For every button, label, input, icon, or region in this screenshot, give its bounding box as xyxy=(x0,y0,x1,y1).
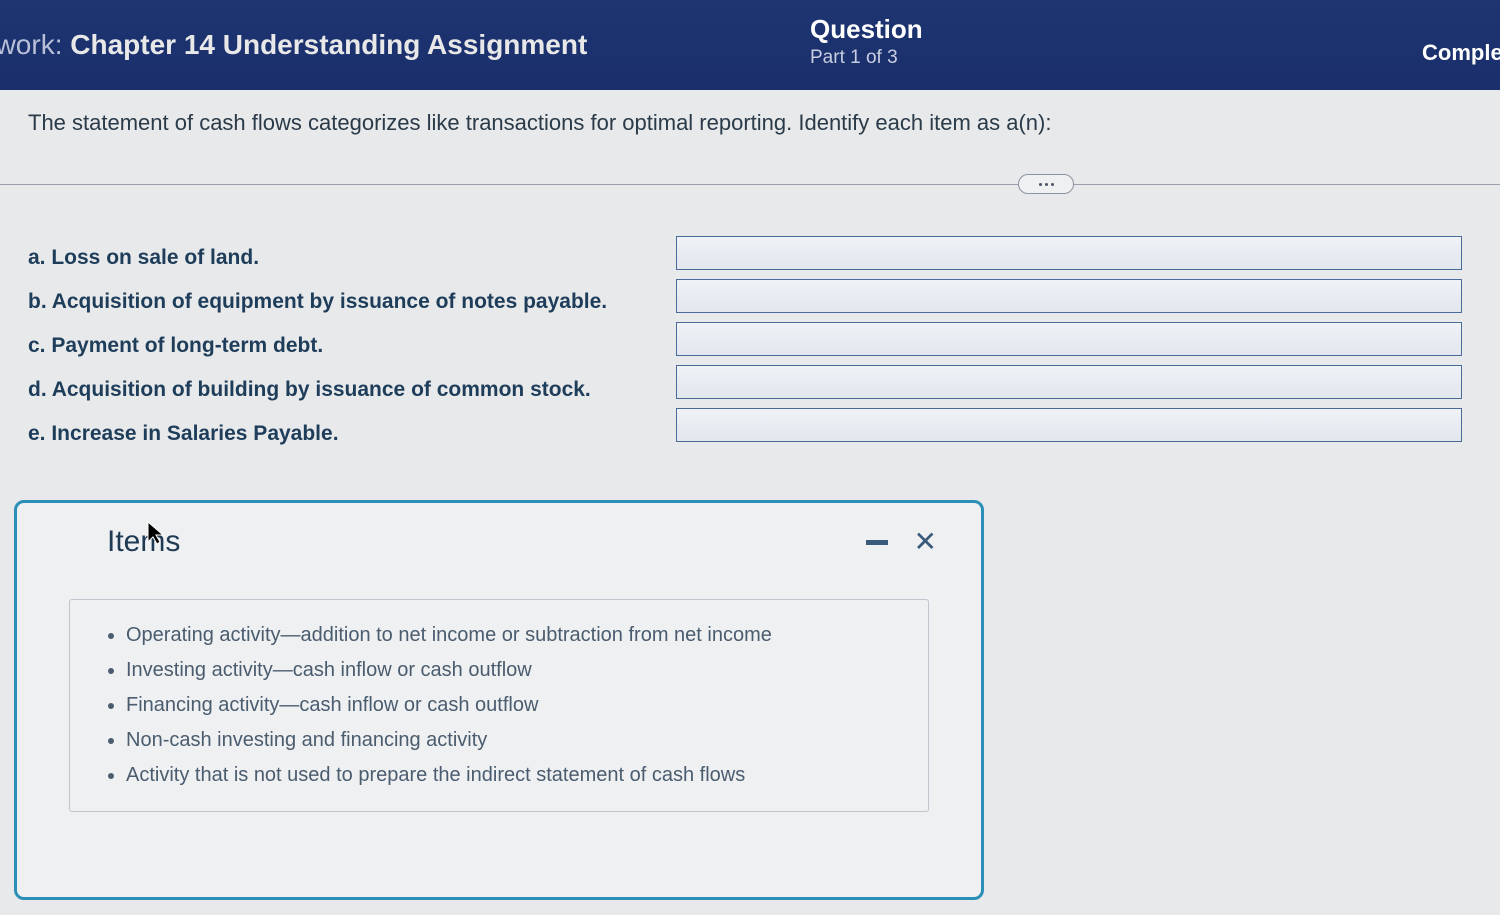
items-panel-controls: ✕ xyxy=(866,528,947,556)
item-label-b: b. Acquisition of equipment by issuance … xyxy=(28,290,607,314)
dot-icon xyxy=(1051,183,1054,186)
item-label-c: c. Payment of long-term debt. xyxy=(28,334,323,358)
question-prompt: The statement of cash flows categorizes … xyxy=(28,110,1472,154)
title-prefix: ework: xyxy=(0,29,62,60)
question-part: Part 1 of 3 xyxy=(810,47,923,69)
item-label-a: a. Loss on sale of land. xyxy=(28,246,259,270)
expand-pill-button[interactable] xyxy=(1018,174,1074,194)
item-label-e: e. Increase in Salaries Payable. xyxy=(28,422,339,446)
item-row: b. Acquisition of equipment by issuance … xyxy=(28,280,658,324)
item-row: e. Increase in Salaries Payable. xyxy=(28,412,658,456)
answer-input-c[interactable] xyxy=(676,322,1462,356)
dot-icon xyxy=(1045,183,1048,186)
minimize-icon[interactable] xyxy=(866,540,888,545)
inputs-column xyxy=(676,236,1472,456)
question-answer-area: a. Loss on sale of land. b. Acquisition … xyxy=(28,236,1472,456)
answer-input-d[interactable] xyxy=(676,365,1462,399)
dot-icon xyxy=(1039,183,1042,186)
item-row: a. Loss on sale of land. xyxy=(28,236,658,280)
complete-label: Complet xyxy=(1422,40,1500,66)
divider-line xyxy=(0,184,1500,185)
answer-input-a[interactable] xyxy=(676,236,1462,270)
close-icon[interactable]: ✕ xyxy=(914,528,937,556)
content-area: The statement of cash flows categorizes … xyxy=(0,90,1500,456)
question-label: Question xyxy=(810,14,923,45)
items-panel-title: Items xyxy=(51,525,180,559)
section-divider xyxy=(28,172,1472,196)
item-row: d. Acquisition of building by issuance o… xyxy=(28,368,658,412)
option-item: Non-cash investing and financing activit… xyxy=(126,723,902,758)
labels-column: a. Loss on sale of land. b. Acquisition … xyxy=(28,236,658,456)
option-item: Financing activity—cash inflow or cash o… xyxy=(126,688,902,723)
items-popup-panel: Items ✕ Operating activity—addition to n… xyxy=(14,500,984,900)
answer-input-e[interactable] xyxy=(676,408,1462,442)
item-label-d: d. Acquisition of building by issuance o… xyxy=(28,378,591,402)
answer-input-b[interactable] xyxy=(676,279,1462,313)
app-header: ework: Chapter 14 Understanding Assignme… xyxy=(0,0,1500,90)
items-options-box: Operating activity—addition to net incom… xyxy=(69,599,929,812)
option-item: Investing activity—cash inflow or cash o… xyxy=(126,653,902,688)
items-options-list: Operating activity—addition to net incom… xyxy=(96,618,902,793)
title-main: Chapter 14 Understanding Assignment xyxy=(70,29,587,60)
item-row: c. Payment of long-term debt. xyxy=(28,324,658,368)
items-panel-header: Items ✕ xyxy=(51,525,947,559)
option-item: Operating activity—addition to net incom… xyxy=(126,618,902,653)
question-indicator: Question Part 1 of 3 xyxy=(810,14,923,69)
assignment-title: ework: Chapter 14 Understanding Assignme… xyxy=(0,29,587,61)
option-item: Activity that is not used to prepare the… xyxy=(126,758,902,793)
